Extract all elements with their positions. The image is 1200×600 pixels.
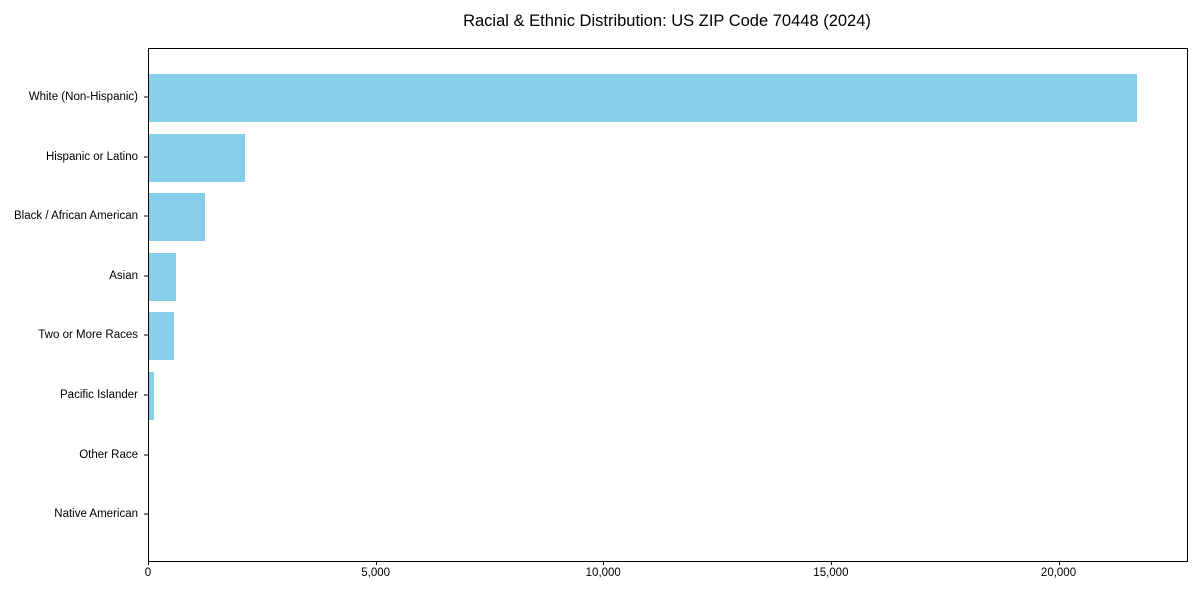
bar-hispanic-or-latino: [149, 133, 245, 182]
y-tick-mark: [144, 513, 148, 515]
y-tick-mark: [144, 394, 148, 396]
x-tick-label-10-000: 10,000: [585, 567, 621, 579]
y-tick-label-other-race: Other Race: [79, 448, 138, 461]
y-tick-label-native-american: Native American: [54, 508, 138, 521]
y-tick-mark: [144, 454, 148, 456]
y-tick-label-black-african-american: Black / African American: [14, 210, 138, 223]
y-tick-label-hispanic-or-latino: Hispanic or Latino: [45, 150, 138, 163]
x-tick-label-5-000: 5,000: [361, 567, 391, 579]
y-tick-label-asian: Asian: [109, 269, 138, 282]
bar-black-african-american: [149, 193, 205, 242]
x-tick-label-0: 0: [144, 567, 152, 579]
y-tick-mark: [144, 156, 148, 158]
y-tick-label-white-non-hispanic: White (Non-Hispanic): [28, 91, 138, 103]
x-tick-mark: [1058, 561, 1060, 565]
x-tick-mark: [603, 561, 605, 565]
x-tick-label-20-000: 20,000: [1040, 567, 1077, 579]
x-tick-mark: [375, 561, 377, 565]
y-tick-mark: [144, 334, 148, 336]
y-tick-label-pacific-islander: Pacific Islander: [60, 389, 138, 401]
bar-white-non-hispanic: [149, 74, 1137, 122]
y-tick-mark: [144, 275, 148, 277]
plot-area: [148, 48, 1188, 562]
x-tick-label-15-000: 15,000: [813, 567, 849, 579]
x-tick-mark: [830, 561, 832, 565]
bar-two-or-more-races: [149, 312, 175, 361]
bar-asian: [149, 252, 177, 301]
chart-title: Racial & Ethnic Distribution: US ZIP Cod…: [463, 12, 871, 30]
y-tick-mark: [144, 215, 148, 217]
y-tick-mark: [144, 96, 148, 98]
bar-pacific-islander: [149, 372, 154, 420]
y-tick-label-two-or-more-races: Two or More Races: [38, 329, 138, 342]
x-tick-mark: [148, 561, 149, 565]
